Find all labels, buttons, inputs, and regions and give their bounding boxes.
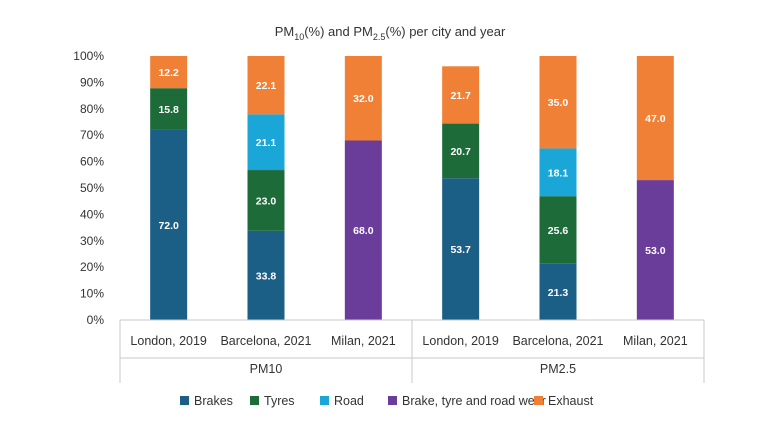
legend: Brakes Tyres Road Brake, tyre and road wear… (180, 394, 594, 408)
data-label: 21.7 (450, 90, 471, 102)
x-tick-label: London, 2019 (422, 334, 499, 348)
bar-segment (247, 56, 285, 115)
data-label: 22.1 (256, 80, 277, 92)
bar-segment (344, 56, 382, 141)
bar-segment (442, 66, 480, 124)
x-tick-label: Milan, 2021 (623, 334, 688, 348)
legend-label: Brakes (194, 394, 233, 408)
y-tick-label: 90% (80, 75, 104, 89)
x-tick-label: Barcelona, 2021 (220, 334, 311, 348)
data-label: 68.0 (353, 225, 374, 237)
data-label: 53.7 (450, 244, 471, 256)
legend-swatch (320, 396, 329, 405)
x-tick-label: London, 2019 (130, 334, 207, 348)
bar-segment (247, 170, 285, 231)
y-tick-label: 80% (80, 102, 104, 116)
bar-segment (636, 180, 674, 320)
group-label: PM10 (250, 362, 283, 376)
y-tick-label: 60% (80, 155, 104, 169)
data-label: 32.0 (353, 93, 374, 105)
data-label: 25.6 (548, 225, 569, 237)
y-tick-label: 70% (80, 128, 104, 142)
y-tick-label: 20% (80, 260, 104, 274)
x-tick-label: Barcelona, 2021 (512, 334, 603, 348)
data-label: 15.8 (158, 104, 179, 116)
legend-label: Exhaust (548, 394, 594, 408)
data-label: 72.0 (158, 220, 179, 232)
x-tick-label: Milan, 2021 (331, 334, 396, 348)
y-axis: 0% 10% 20% 30% 40% 50% 60% 70% 80% 90% 100% (73, 49, 104, 327)
bar-segment (150, 56, 188, 89)
bar-segment (247, 114, 285, 171)
bar-segment (539, 263, 577, 320)
data-label: 21.3 (548, 287, 569, 299)
legend-label: Road (334, 394, 364, 408)
bar-segment (539, 148, 577, 197)
bar-segment (344, 140, 382, 320)
chart-title: PM10(%) and PM2.5(%) per city and year (275, 24, 506, 42)
bar-segment (539, 196, 577, 264)
bar-segment (150, 129, 188, 320)
legend-swatch (534, 396, 543, 405)
data-label: 23.0 (256, 195, 277, 207)
legend-swatch (250, 396, 259, 405)
data-label: 20.7 (450, 146, 471, 158)
legend-swatch (388, 396, 397, 405)
legend-swatch (180, 396, 189, 405)
data-label: 35.0 (548, 97, 569, 109)
y-tick-label: 40% (80, 207, 104, 221)
bar-segment (539, 56, 577, 149)
bar-segment (247, 230, 285, 320)
legend-label: Brake, tyre and road wear (402, 394, 546, 408)
x-axis: London, 2019 Barcelona, 2021 Milan, 2021 Lo… (119, 319, 705, 383)
data-label: 18.1 (548, 167, 569, 179)
bars: 72.0 15.8 12.2 33.8 23.0 21.1 22.1 68.0 32.0 53.7… (150, 56, 674, 320)
y-tick-label: 50% (80, 181, 104, 195)
y-tick-label: 0% (87, 313, 105, 327)
bar-segment (150, 88, 188, 130)
data-label: 53.0 (645, 245, 666, 257)
data-label: 47.0 (645, 113, 666, 125)
group-label: PM2.5 (540, 362, 576, 376)
data-label: 12.2 (158, 67, 179, 79)
data-label: 21.1 (256, 137, 277, 149)
legend-label: Tyres (264, 394, 295, 408)
bar-segment (442, 178, 480, 320)
y-tick-label: 30% (80, 234, 104, 248)
bar-segment (636, 56, 674, 181)
bar-segment (442, 123, 480, 179)
y-tick-label: 100% (73, 49, 104, 63)
data-label: 33.8 (256, 270, 277, 282)
y-tick-label: 10% (80, 287, 104, 301)
